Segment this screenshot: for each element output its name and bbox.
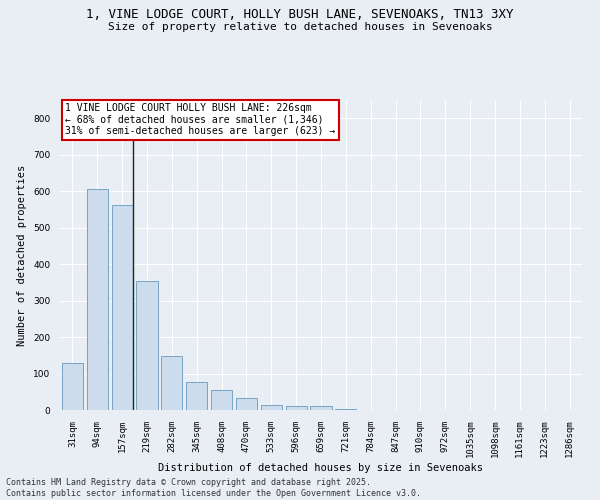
Bar [87,188,108,410]
Text: 1 VINE LODGE COURT HOLLY BUSH LANE: 226sqm
← 68% of detached houses are smaller : 1 VINE LODGE COURT HOLLY BUSH LANE: 226s… [65,103,335,136]
Bar [286,406,307,410]
Bar [186,382,207,410]
Text: Size of property relative to detached houses in Sevenoaks: Size of property relative to detached ho… [107,22,493,32]
Bar [211,390,232,410]
Text: 1, VINE LODGE COURT, HOLLY BUSH LANE, SEVENOAKS, TN13 3XY: 1, VINE LODGE COURT, HOLLY BUSH LANE, SE… [86,8,514,20]
Bar [261,406,282,410]
Bar [136,280,158,410]
Bar [62,364,83,410]
Bar [112,205,133,410]
Y-axis label: Number of detached properties: Number of detached properties [17,164,28,346]
Bar [236,398,257,410]
X-axis label: Distribution of detached houses by size in Sevenoaks: Distribution of detached houses by size … [158,463,484,473]
Bar [310,406,332,410]
Bar [161,356,182,410]
Bar [335,408,356,410]
Text: Contains HM Land Registry data © Crown copyright and database right 2025.
Contai: Contains HM Land Registry data © Crown c… [6,478,421,498]
